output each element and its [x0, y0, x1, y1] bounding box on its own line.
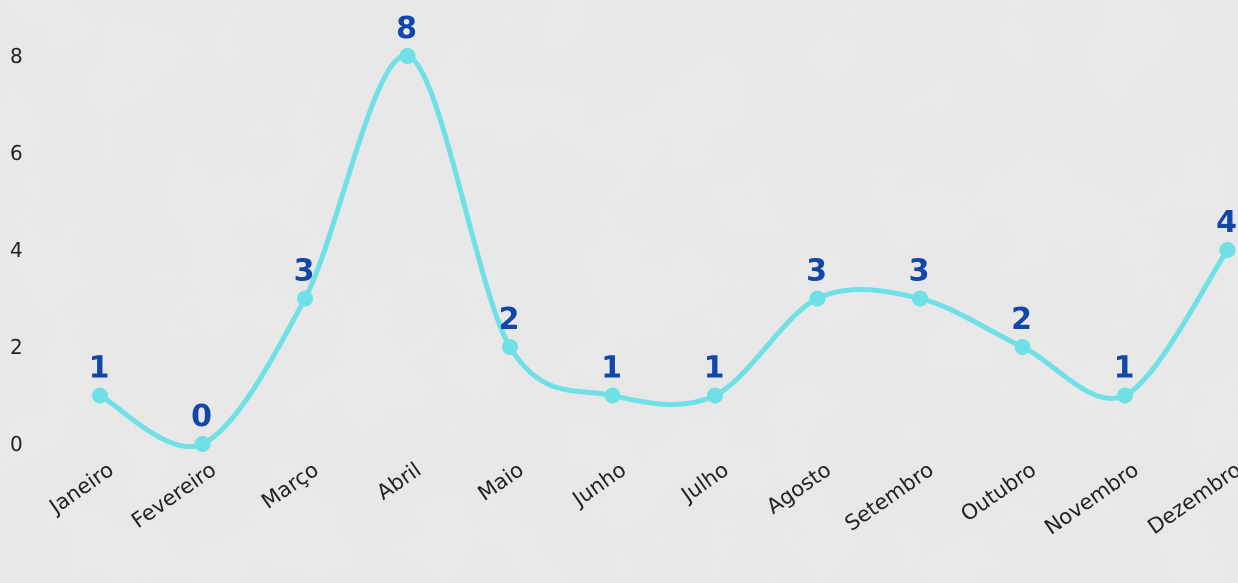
data-point-marker — [92, 387, 108, 404]
data-label: 8 — [396, 11, 417, 46]
data-label: 1 — [601, 351, 622, 386]
data-label: 1 — [1114, 351, 1135, 386]
data-point-marker — [194, 436, 211, 452]
data-point-marker — [809, 290, 826, 307]
data-label: 3 — [806, 254, 827, 289]
y-tick-label: 6 — [10, 141, 23, 165]
y-tick-label: 8 — [10, 44, 23, 68]
data-point-marker — [912, 290, 928, 307]
data-label: 1 — [704, 351, 725, 386]
y-tick-label: 2 — [10, 335, 23, 359]
data-point-marker — [1117, 387, 1133, 404]
data-points — [92, 48, 1236, 452]
y-tick-label: 0 — [10, 432, 23, 456]
data-label: 2 — [499, 302, 520, 337]
data-point-marker — [604, 387, 621, 404]
data-label: 4 — [1216, 205, 1237, 240]
data-point-marker — [399, 48, 416, 64]
data-point-marker — [297, 290, 313, 307]
data-point-marker — [1014, 339, 1031, 355]
data-point-marker — [707, 387, 723, 404]
data-label: 3 — [294, 254, 315, 289]
y-axis: 0 2 4 6 8 — [10, 44, 23, 456]
data-labels: 1 0 3 8 2 1 1 3 3 2 1 4 — [89, 11, 1237, 434]
data-label: 0 — [191, 399, 212, 434]
data-point-marker — [1219, 242, 1236, 258]
data-label: 3 — [909, 254, 930, 289]
data-label: 1 — [89, 351, 110, 386]
y-tick-label: 4 — [10, 238, 23, 262]
data-label: 2 — [1011, 302, 1032, 337]
data-point-marker — [502, 339, 518, 355]
